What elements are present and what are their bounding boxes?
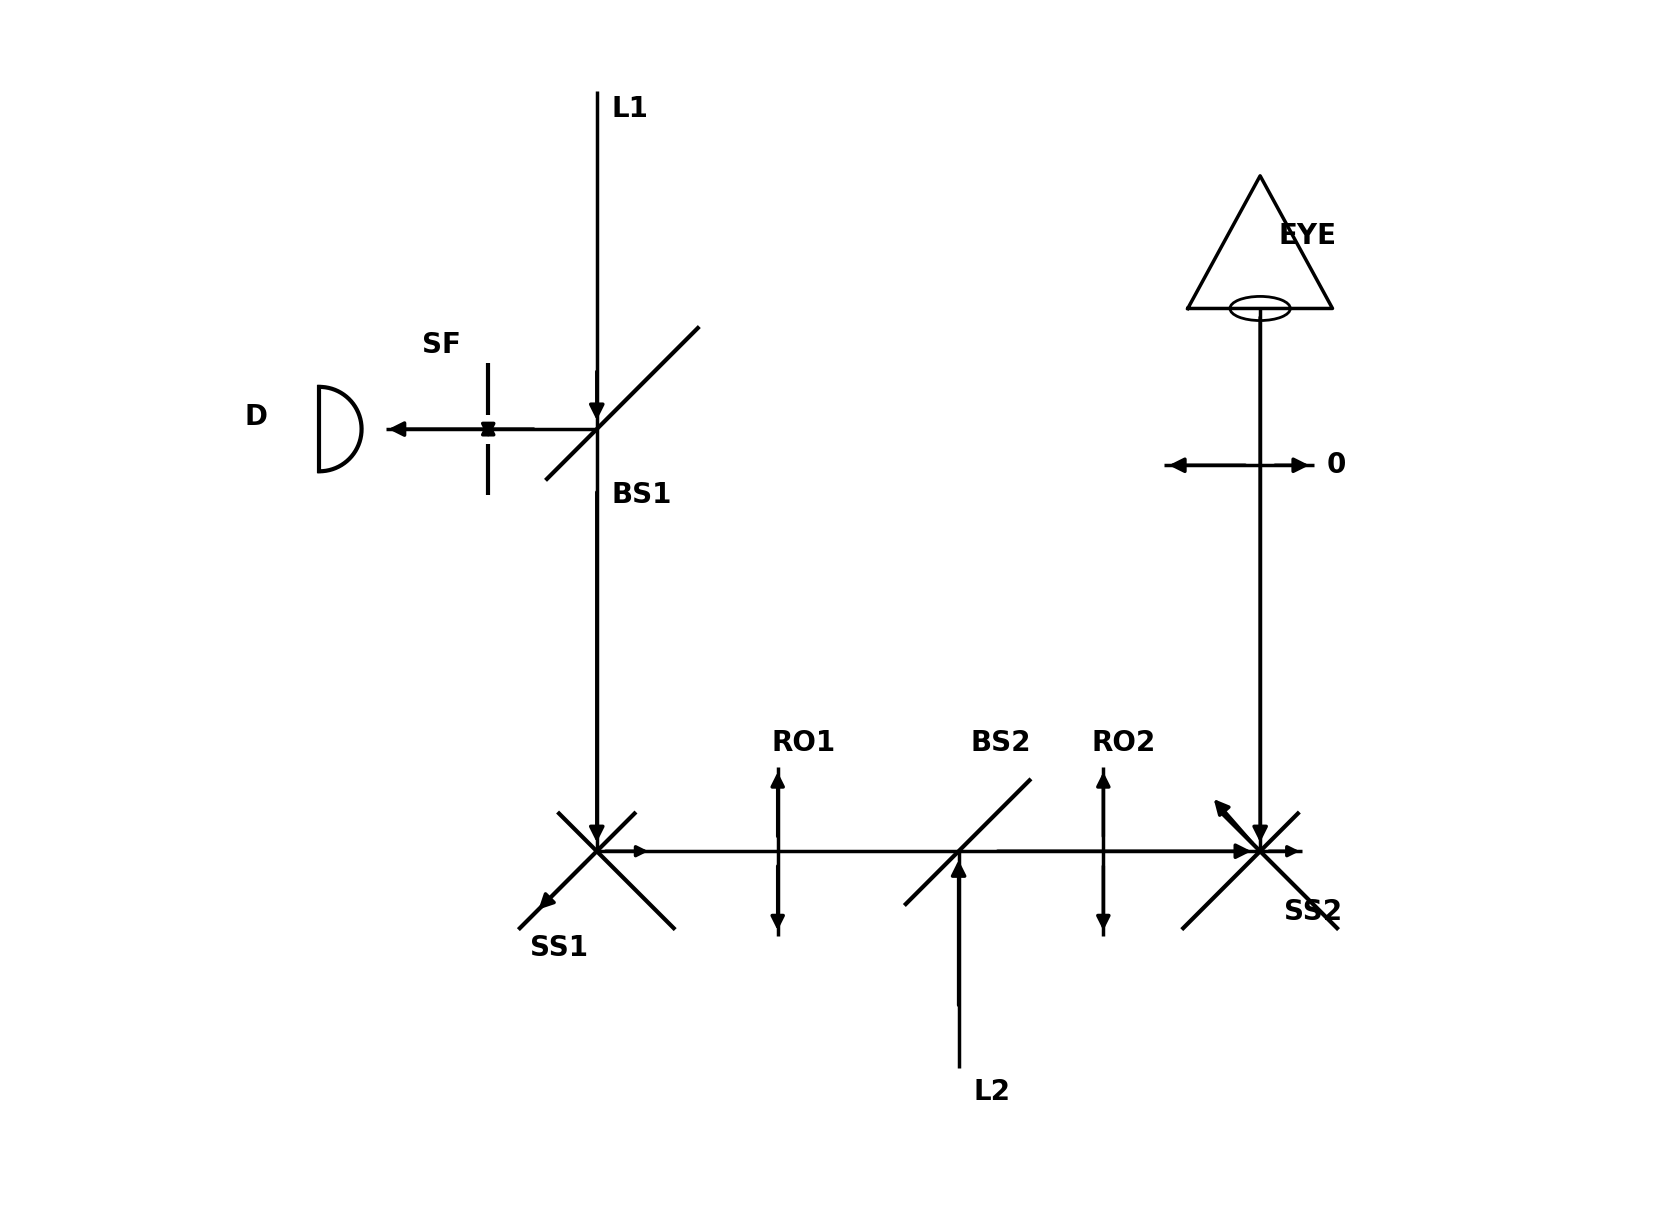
Text: EYE: EYE — [1279, 222, 1336, 250]
Text: SF: SF — [422, 331, 461, 359]
Text: L2: L2 — [974, 1078, 1011, 1107]
Text: D: D — [245, 403, 268, 431]
Text: L1: L1 — [612, 95, 649, 123]
Text: BS2: BS2 — [970, 728, 1031, 756]
Text: RO1: RO1 — [771, 728, 836, 756]
Text: SS2: SS2 — [1284, 898, 1342, 926]
Text: SS1: SS1 — [530, 933, 588, 961]
Text: BS1: BS1 — [612, 482, 672, 510]
Text: RO2: RO2 — [1091, 728, 1155, 756]
Text: 0: 0 — [1326, 451, 1346, 479]
